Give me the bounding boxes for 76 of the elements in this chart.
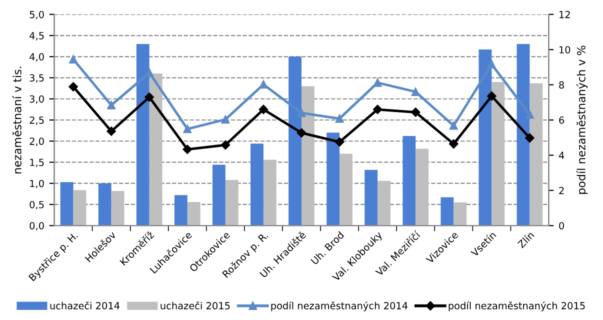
point: [372, 104, 382, 114]
y2-tick-label: 8: [559, 81, 564, 89]
bar: [288, 56, 302, 226]
y2-tick-label: 0: [559, 222, 564, 230]
y-tick-label: 1,0: [30, 180, 44, 188]
y-tick-label: 1,5: [30, 158, 44, 168]
bar: [478, 49, 492, 226]
y2-axis-title: podíl nezaměstnaných v %: [576, 46, 588, 194]
bar: [250, 144, 264, 226]
bar: [454, 202, 467, 226]
point: [183, 124, 192, 134]
bar: [225, 180, 238, 226]
point: [259, 80, 268, 89]
y-tick-label: 4,5: [30, 32, 44, 40]
bar: [73, 190, 86, 226]
y2-tick-label: 12: [560, 10, 570, 18]
point: [525, 133, 534, 143]
bar: [302, 86, 314, 226]
y-tick-label: 4,0: [30, 53, 44, 62]
bar: [364, 170, 378, 226]
bar: [60, 182, 74, 226]
point: [526, 110, 534, 119]
bar: [212, 164, 226, 226]
bar: [492, 82, 505, 226]
bar: [263, 160, 276, 226]
legend-label: podíl nezaměstnaných 2014: [271, 301, 408, 312]
point: [488, 60, 496, 69]
point: [411, 88, 420, 96]
point: [220, 140, 230, 150]
point: [487, 91, 496, 101]
y-tick-label: 0,0: [30, 222, 44, 230]
y2-tick-label: 4: [558, 152, 564, 159]
bar: [402, 136, 416, 226]
y-tick-label: 0,5: [30, 200, 44, 210]
bar: [416, 148, 429, 226]
legend-label: uchazeči 2014: [50, 301, 120, 310]
point: [144, 92, 154, 102]
y2-tick-label: 2: [559, 186, 564, 194]
point: [221, 115, 230, 124]
bar: [98, 183, 112, 226]
y-tick-label: 3,5: [30, 74, 44, 83]
bar: [378, 180, 391, 226]
y-tick-label: 2,0: [30, 138, 44, 146]
point: [297, 108, 306, 118]
point: [449, 139, 458, 149]
point: [373, 78, 382, 87]
point: [107, 101, 116, 110]
point: [296, 128, 306, 138]
point: [69, 55, 78, 64]
x-tick-label: Zlín: [516, 230, 534, 248]
y-axis-title: nezaměstnaní v tis.: [12, 66, 22, 174]
bar: [440, 197, 454, 226]
bar: [187, 202, 200, 226]
bar: [326, 132, 340, 226]
point: [106, 126, 116, 136]
point: [68, 82, 78, 92]
point: [258, 104, 268, 114]
y2-tick-label: 10: [560, 46, 570, 54]
bar: [136, 44, 150, 226]
point: [335, 114, 344, 123]
bar: [530, 83, 543, 226]
y-tick-label: 2,5: [30, 116, 44, 125]
y-tick-label: 3,0: [30, 95, 44, 104]
point: [182, 144, 192, 154]
y2-tick-label: 6: [559, 116, 564, 124]
point: [334, 137, 344, 147]
legend-label: uchazeči 2015: [160, 301, 230, 310]
y-tick-label: 5,0: [30, 10, 44, 20]
point: [449, 121, 458, 130]
bar: [516, 44, 530, 226]
bar: [174, 195, 188, 226]
bar: [149, 74, 162, 226]
legend-label: podíl nezaměstnaných 2015: [448, 301, 585, 312]
point: [410, 108, 420, 117]
bar: [111, 190, 124, 226]
bar: [340, 154, 352, 226]
